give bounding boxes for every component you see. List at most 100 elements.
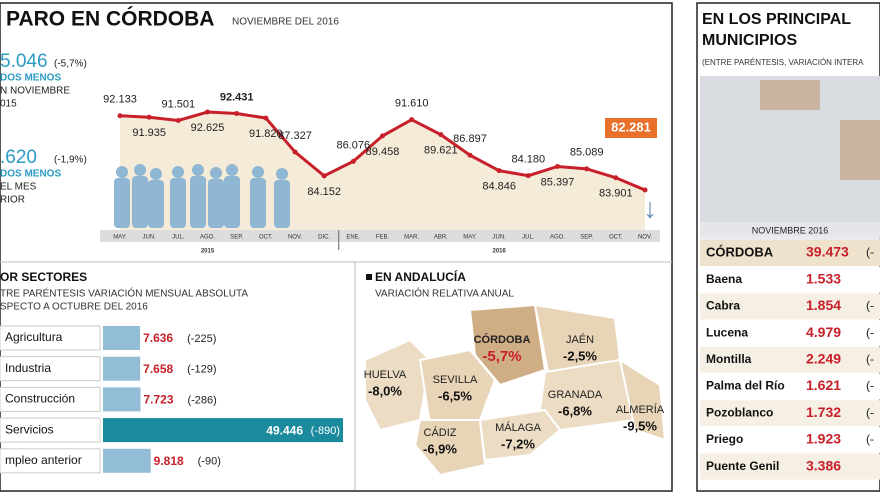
point xyxy=(525,173,531,179)
year-label: 2015 xyxy=(201,249,215,255)
value-label: 92.431 xyxy=(220,91,254,103)
summary-change: (-1,9%) xyxy=(54,155,87,166)
row-bg xyxy=(700,320,880,347)
point xyxy=(175,117,181,123)
value-label: 84.180 xyxy=(512,154,546,166)
point xyxy=(409,117,415,123)
x-tick-label: OCT. xyxy=(609,235,623,241)
municipio-name: Lucena xyxy=(706,325,748,339)
point xyxy=(613,175,619,181)
bar xyxy=(103,448,151,473)
municipio-name: Puente Genil xyxy=(706,459,779,473)
panel-border xyxy=(0,2,673,492)
value-label: 7.658 xyxy=(143,362,173,376)
x-tick-label: JUL. xyxy=(522,235,535,241)
photo-caption: NOVIEMBRE 2016 xyxy=(752,225,829,235)
province-name: MÁLAGA xyxy=(495,421,542,434)
municipio-change: (- xyxy=(866,245,874,259)
value-label: 86.897 xyxy=(453,133,487,145)
municipio-name: Cabra xyxy=(706,299,740,313)
province-name: CÓRDOBA xyxy=(474,333,531,346)
province-name: GRANADA xyxy=(548,389,603,401)
row-bg xyxy=(700,240,880,266)
change-label: (-90) xyxy=(198,456,221,468)
category-label: Agricultura xyxy=(5,330,63,344)
value-label: 83.901 xyxy=(599,188,633,200)
value-label: 87.327 xyxy=(278,130,312,142)
x-tick-label: MAY. xyxy=(463,235,477,241)
x-tick-label: FEB. xyxy=(376,235,390,241)
row-bg xyxy=(700,400,880,427)
municipio-value: 1.621 xyxy=(806,377,841,393)
value-label: 85.397 xyxy=(541,176,575,188)
province-value: -6,8% xyxy=(558,403,592,418)
municipio-value: 1.923 xyxy=(806,431,841,447)
photo-detail xyxy=(840,120,880,180)
municipio-name: Pozoblanco xyxy=(706,405,773,419)
value-label: 84.152 xyxy=(307,186,341,198)
province-value: -9,5% xyxy=(623,418,657,433)
x-tick-label: AGO. xyxy=(200,235,215,241)
value-label: 92.625 xyxy=(191,122,225,134)
x-tick-label: ABR. xyxy=(434,235,448,241)
province-value: -7,2% xyxy=(501,436,535,451)
arrow-icon: ↓ xyxy=(643,192,657,223)
point xyxy=(467,152,473,158)
point xyxy=(642,187,648,193)
value-label: 9.818 xyxy=(154,454,184,468)
x-tick-label: SEP. xyxy=(580,235,593,241)
value-label: 84.846 xyxy=(482,181,516,193)
change-label: (-225) xyxy=(187,333,216,345)
category-box xyxy=(0,448,101,474)
x-tick-label: OCT. xyxy=(259,235,273,241)
province-value: -2,5% xyxy=(563,348,597,363)
point xyxy=(380,133,385,139)
x-tick-label: JUN. xyxy=(492,235,506,241)
caption-band xyxy=(700,222,880,240)
panel-border xyxy=(696,2,880,492)
category-label: Construcción xyxy=(5,392,75,406)
table-subtitle: (ENTRE PARÉNTESIS, VARIACIÓN INTERA xyxy=(702,58,864,67)
date: NOVIEMBRE DEL 2016 xyxy=(232,17,339,28)
category-box xyxy=(0,356,101,382)
point xyxy=(584,166,590,172)
municipio-change: (- xyxy=(866,352,874,366)
province-value: -6,5% xyxy=(438,388,472,403)
x-tick-label: JUN. xyxy=(142,235,156,241)
year-label: 2016 xyxy=(492,249,506,255)
category-label: Servicios xyxy=(5,422,54,436)
category-label: mpleo anterior xyxy=(5,453,82,467)
municipio-value: 1.732 xyxy=(806,404,841,420)
value-label: 91.610 xyxy=(395,98,429,110)
municipio-name: Palma del Río xyxy=(706,379,785,393)
municipio-value: 4.979 xyxy=(806,324,841,340)
bar-subtitle: SPECTO A OCTUBRE DEL 2016 xyxy=(0,302,148,313)
value-label: 89.458 xyxy=(366,146,400,158)
value-label: 49.446 xyxy=(266,423,303,437)
x-tick-label: NOV. xyxy=(638,235,652,241)
summary-change: (-5,7%) xyxy=(54,59,87,70)
row-bg xyxy=(700,373,880,400)
bullet xyxy=(366,274,372,280)
change-label: (-129) xyxy=(187,364,216,376)
municipio-value: 3.386 xyxy=(806,457,841,473)
highlight-box xyxy=(605,118,657,138)
municipio-name: Baena xyxy=(706,272,742,286)
map-title: EN ANDALUCÍA xyxy=(375,269,466,284)
row-bg xyxy=(700,293,880,320)
province-name: SEVILLA xyxy=(433,374,478,386)
province-value: -6,9% xyxy=(423,441,457,456)
summary-line: DOS MENOS xyxy=(0,169,61,180)
bar-subtitle: TRE PARÉNTESIS VARIACIÓN MENSUAL ABSOLUT… xyxy=(0,287,248,300)
point xyxy=(496,168,502,174)
municipio-change: (- xyxy=(866,325,874,339)
bar xyxy=(103,356,141,381)
x-axis-band xyxy=(100,230,660,242)
bar xyxy=(103,387,141,412)
x-tick-label: MAR. xyxy=(404,235,419,241)
category-label: Industria xyxy=(5,361,51,375)
municipio-change: (- xyxy=(866,299,874,313)
municipio-name: Priego xyxy=(706,432,743,446)
point xyxy=(438,132,444,138)
municipio-value: 1.854 xyxy=(806,297,841,313)
